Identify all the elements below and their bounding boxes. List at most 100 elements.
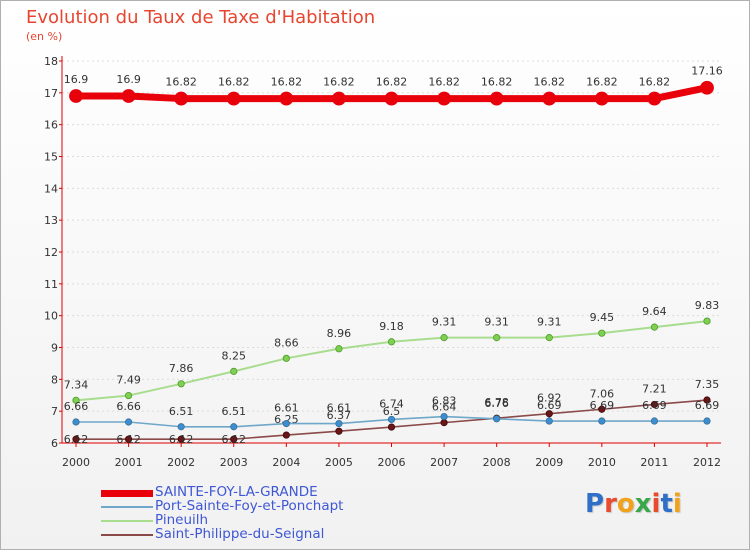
data-point bbox=[124, 418, 133, 426]
data-point bbox=[177, 423, 185, 431]
data-label: 6.69 bbox=[537, 399, 562, 412]
y-tick-label: 17 bbox=[44, 87, 58, 100]
data-label: 17.16 bbox=[691, 65, 723, 78]
data-point bbox=[493, 415, 501, 423]
legend-swatch-pineuilh bbox=[101, 520, 153, 522]
legend-swatch-saint-philippe bbox=[101, 534, 153, 536]
data-point bbox=[594, 91, 609, 106]
series-1: 6.66 6.66 6.51 6.51 6.61 6.61 6.74 6.83 6.76 6.69… bbox=[64, 395, 719, 431]
data-point bbox=[282, 354, 290, 362]
y-tick-label: 10 bbox=[44, 310, 58, 323]
legend-label-saint-philippe: Saint-Philippe-du-Seignal bbox=[155, 526, 325, 542]
data-point bbox=[174, 91, 189, 106]
y-tick-label: 14 bbox=[44, 182, 58, 195]
series-0: 16.9 16.9 16.82 16.82 16.82 16.82 16.82 16.82 16… bbox=[64, 65, 723, 106]
y-gridlines bbox=[62, 60, 721, 444]
data-label: 6.69 bbox=[590, 399, 615, 412]
x-tick-label: 2004 bbox=[272, 456, 300, 469]
series-layer: 6.12 6.12 6.12 6.126.25 6.37 6.5 6.64 6.78 6.92 7… bbox=[64, 65, 723, 446]
data-label: 16.82 bbox=[271, 76, 303, 89]
y-tick-label: 8 bbox=[51, 373, 58, 386]
chart-title: Evolution du Taux de Taxe d'Habitation bbox=[26, 7, 376, 28]
data-point bbox=[387, 338, 396, 346]
data-label: 6.12 bbox=[222, 433, 247, 446]
data-label: 6.12 bbox=[116, 433, 141, 446]
data-point bbox=[72, 396, 80, 404]
data-label: 16.9 bbox=[116, 73, 141, 86]
data-point bbox=[335, 419, 343, 428]
data-label: 9.64 bbox=[642, 305, 667, 318]
series-3: 6.12 6.12 6.12 6.126.25 6.37 6.5 6.64 6.78 6.92 7… bbox=[64, 378, 720, 446]
data-label: 16.9 bbox=[64, 73, 89, 86]
y-tick-label: 11 bbox=[44, 278, 58, 291]
data-point bbox=[703, 396, 711, 404]
y-tick-label: 13 bbox=[44, 214, 58, 227]
data-point bbox=[230, 423, 238, 431]
data-label: 7.06 bbox=[590, 387, 615, 400]
legend-label-sainte-foy: SAINTE-FOY-LA-GRANDE bbox=[155, 484, 318, 500]
data-point bbox=[493, 334, 501, 342]
data-point bbox=[650, 417, 659, 425]
y-tick-label: 16 bbox=[44, 119, 58, 132]
data-point bbox=[598, 417, 606, 425]
data-label: 8.66 bbox=[274, 336, 299, 349]
data-point bbox=[121, 89, 136, 103]
data-point bbox=[230, 435, 238, 443]
data-label: 8.96 bbox=[327, 327, 352, 340]
axes bbox=[61, 56, 721, 444]
data-label: 6.78 bbox=[484, 396, 509, 409]
data-point bbox=[335, 345, 343, 353]
data-point bbox=[72, 435, 80, 443]
data-label: 6.61 bbox=[327, 402, 352, 415]
data-point bbox=[647, 91, 662, 106]
data-point bbox=[124, 435, 133, 443]
y-tick-label: 18 bbox=[44, 55, 58, 68]
data-point bbox=[332, 91, 346, 106]
data-point bbox=[335, 427, 343, 435]
data-point bbox=[700, 80, 714, 95]
data-label: 6.5 bbox=[383, 405, 401, 418]
data-label: 6.64 bbox=[432, 401, 457, 414]
y-tick-label: 7 bbox=[51, 405, 58, 418]
y-tick-label: 15 bbox=[44, 151, 58, 164]
data-label: 16.82 bbox=[639, 76, 671, 89]
data-label: 16.82 bbox=[534, 76, 566, 89]
data-point bbox=[387, 423, 396, 431]
data-label: 9.18 bbox=[379, 320, 404, 333]
data-label: 16.82 bbox=[165, 76, 197, 89]
data-label: 16.82 bbox=[376, 76, 408, 89]
data-point bbox=[440, 419, 448, 427]
data-point bbox=[124, 391, 133, 400]
y-tick-label: 12 bbox=[44, 246, 58, 259]
x-tick-label: 2010 bbox=[588, 456, 616, 469]
data-label: 9.83 bbox=[695, 299, 720, 312]
data-point bbox=[703, 317, 711, 325]
y-tick-labels: 6 7 8 9 10 11 12 13 14 15 16 17 18 bbox=[44, 55, 62, 450]
data-label: 6.12 bbox=[64, 433, 89, 446]
data-point bbox=[387, 415, 396, 424]
data-label: 9.31 bbox=[484, 316, 509, 329]
data-point bbox=[650, 400, 659, 409]
x-tick-label: 2005 bbox=[325, 456, 353, 469]
data-label: 6.66 bbox=[64, 400, 89, 413]
data-label: 6.37 bbox=[327, 409, 352, 422]
legend-swatch-sainte-foy bbox=[101, 490, 153, 497]
x-tick-label: 2011 bbox=[640, 456, 668, 469]
data-point bbox=[545, 334, 553, 342]
data-point bbox=[72, 418, 80, 426]
data-point bbox=[282, 419, 290, 428]
y-axis-unit-label: (en %) bbox=[26, 30, 63, 43]
x-tick-label: 2006 bbox=[378, 456, 406, 469]
data-label: 9.31 bbox=[432, 316, 457, 329]
data-point bbox=[437, 91, 451, 106]
x-tick-label: 2001 bbox=[115, 456, 143, 469]
data-point bbox=[703, 417, 711, 425]
data-label: 6.51 bbox=[222, 405, 247, 418]
x-tick-labels: 2000 2001 2002 2003 2004 2005 2006 2007 2008 2009… bbox=[62, 443, 721, 469]
data-point bbox=[177, 435, 185, 443]
data-point bbox=[69, 89, 83, 103]
data-point bbox=[598, 405, 606, 413]
data-point bbox=[542, 91, 557, 106]
